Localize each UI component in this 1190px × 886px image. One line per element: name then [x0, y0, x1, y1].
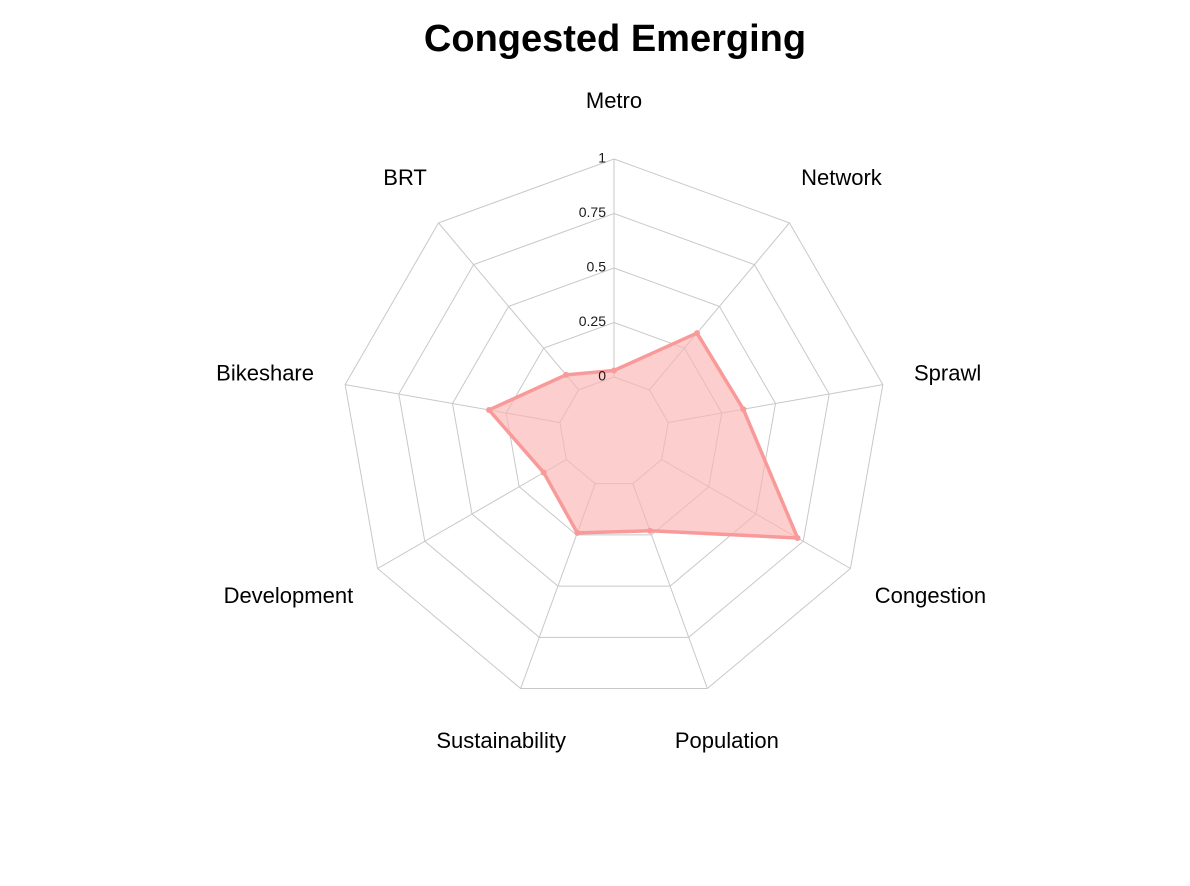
radial-tick-label: 1	[598, 150, 606, 166]
grid-ring	[398, 212, 830, 638]
data-point	[794, 534, 801, 541]
grid-spoke	[438, 222, 580, 391]
grid-spoke	[377, 459, 567, 569]
data-point	[574, 529, 581, 536]
radial-tick-labels: 0 0.25 0.5 0.75 1	[579, 150, 606, 384]
data-point	[646, 527, 653, 534]
series-layer	[485, 330, 801, 541]
axis-label: Sustainability	[436, 728, 566, 753]
radial-tick-label: 0.75	[579, 204, 606, 220]
data-point	[540, 469, 547, 476]
axis-label: Sprawl	[914, 361, 981, 386]
data-point	[611, 367, 617, 374]
axis-label: Bikeshare	[216, 361, 314, 386]
radial-tick-label: 0	[598, 368, 606, 384]
axis-labels: Metro Network Sprawl Congestion Population Su…	[216, 88, 986, 753]
data-point	[563, 371, 570, 378]
radial-tick-label: 0.25	[579, 313, 606, 329]
chart-title: Congested Emerging	[423, 18, 807, 60]
grid-ring	[451, 267, 777, 587]
axis-label: BRT	[383, 165, 427, 190]
radial-tick-label: 0.5	[587, 259, 607, 275]
axis-label: Congestion	[875, 583, 986, 608]
axis-label: Population	[675, 728, 779, 753]
data-point	[740, 406, 747, 413]
grid-ring	[344, 158, 884, 690]
data-point	[485, 406, 492, 413]
axis-label: Metro	[586, 88, 642, 113]
axis-label: Development	[224, 583, 354, 608]
axis-label: Network	[801, 165, 883, 190]
data-point	[693, 330, 700, 337]
series-area	[487, 331, 800, 540]
